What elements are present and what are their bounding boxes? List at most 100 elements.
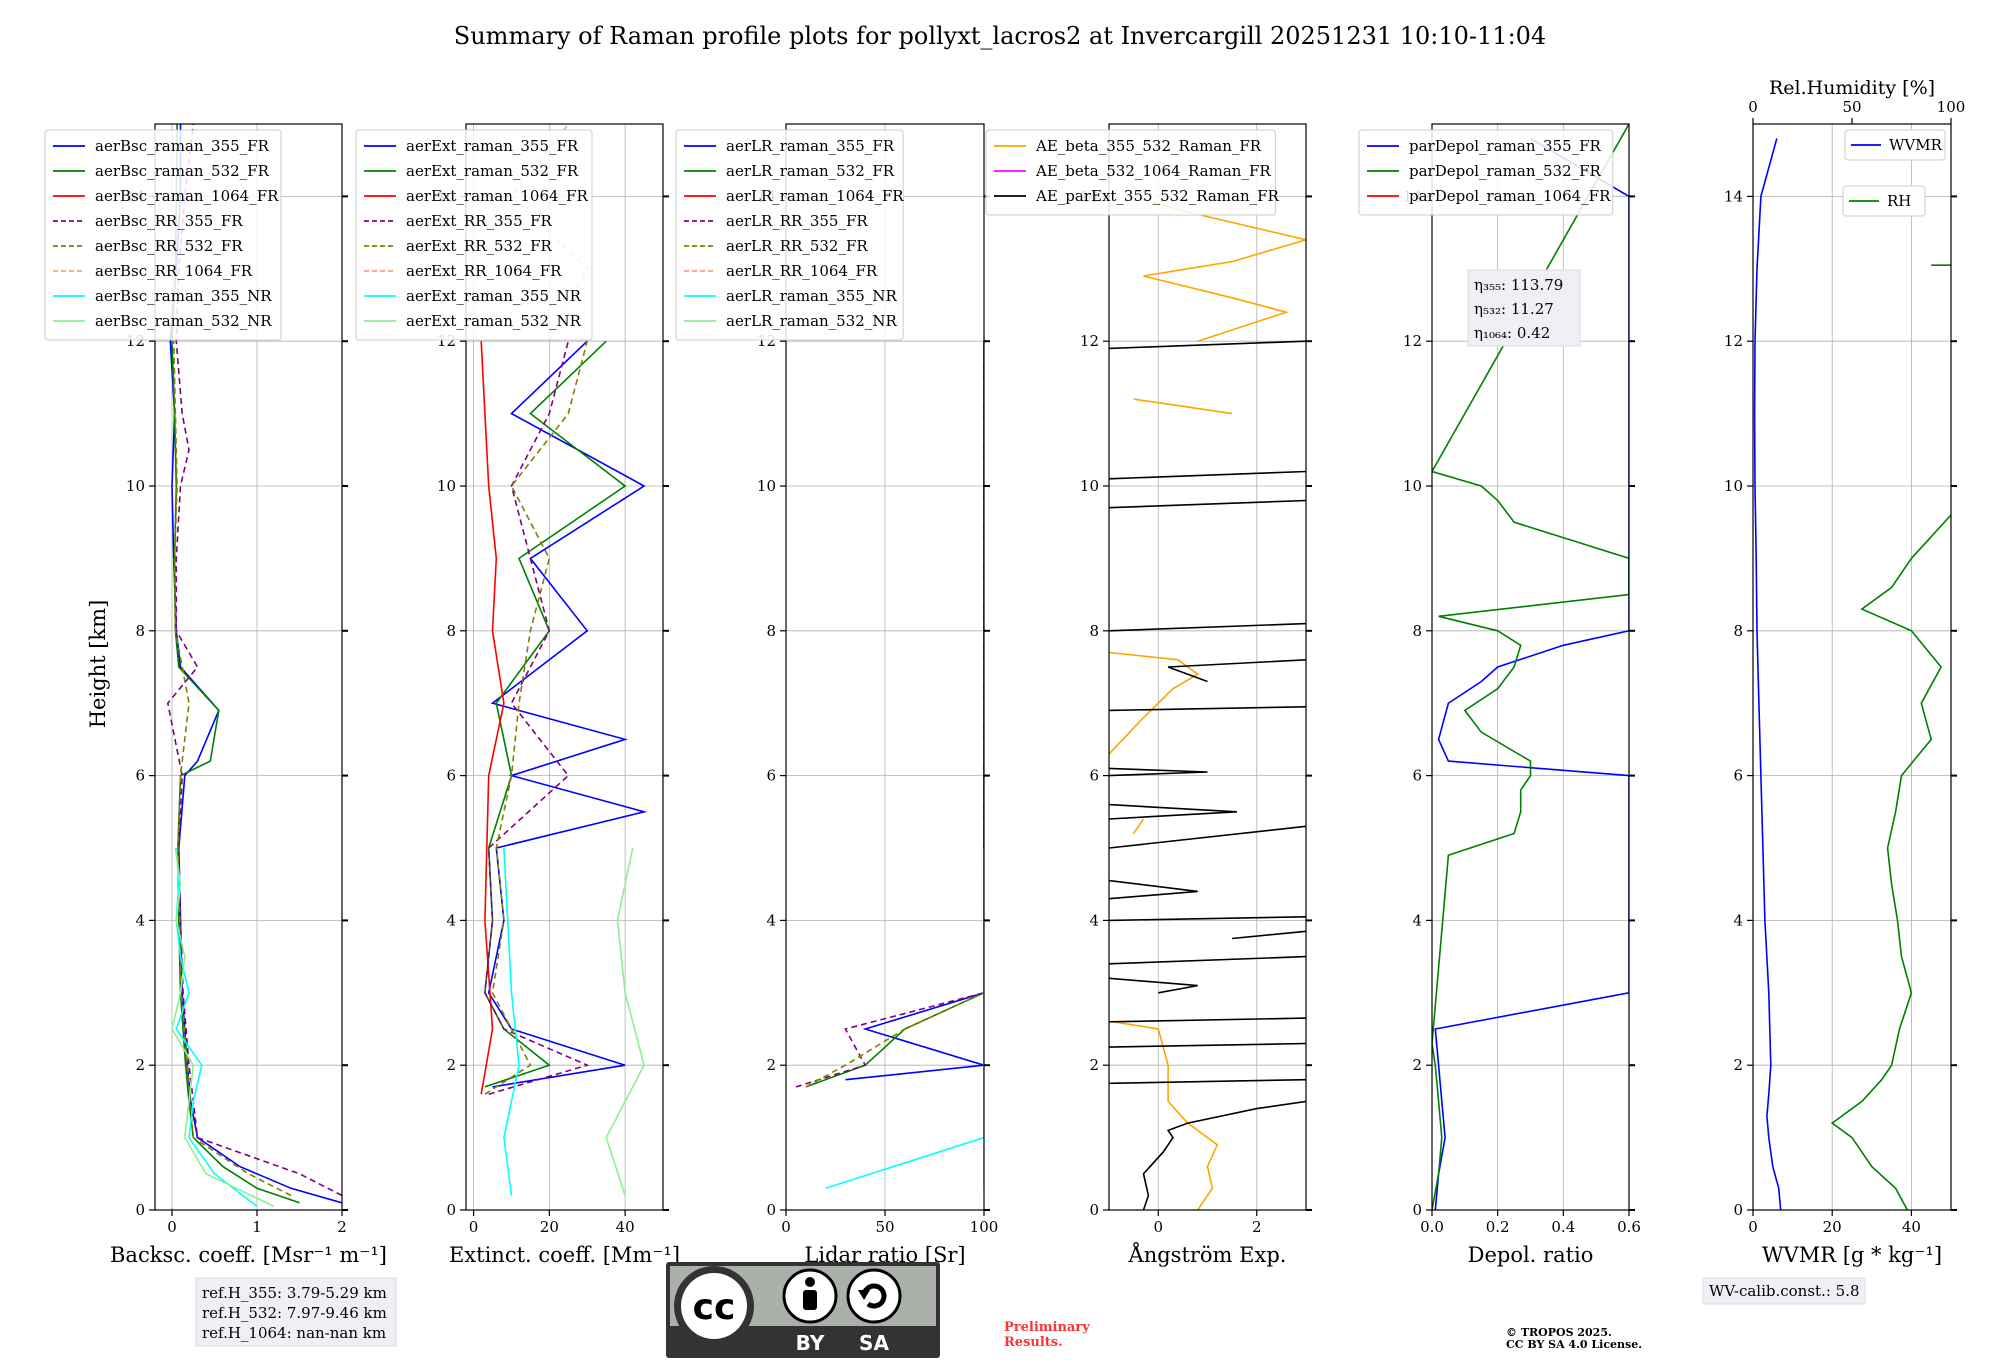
axes-frame	[154, 123, 343, 1211]
series-group	[786, 341, 984, 1210]
x-tick-label: 0	[469, 1218, 479, 1236]
x-tick-label: 0.0	[1420, 1218, 1444, 1236]
x-tick-label: 2	[1252, 1218, 1262, 1236]
series-line-aerExt_raman_532_FR	[484, 340, 627, 1088]
y-tick-label: 10	[437, 477, 456, 495]
legend-entry: aerExt_raman_355_FR	[406, 137, 579, 155]
y-tick-label: 2	[1412, 1056, 1422, 1074]
y-tick-label: 4	[1089, 911, 1099, 929]
legend-entry: WVMR	[1889, 136, 1943, 154]
wv-calib-constant: WV-calib.const.: 5.8	[1709, 1282, 1860, 1300]
series-group	[480, 124, 648, 1196]
cc-logo	[681, 1273, 747, 1339]
sa-arrow	[861, 1283, 887, 1309]
y-tick-label: 6	[766, 767, 776, 785]
copyright-line-2: CC BY SA 4.0 License.	[1506, 1338, 1642, 1351]
y-tick-label: 10	[757, 477, 776, 495]
panel-1: 02468101214012Backsc. coeff. [Msr⁻¹ m⁻¹]…	[44, 123, 387, 1267]
series-group	[1432, 124, 1629, 1210]
x-axis-label: Depol. ratio	[1468, 1243, 1594, 1267]
series-line-aerLR_RR_355_FR	[795, 341, 984, 1088]
series-segment-AE_parExt_355_532_Raman_FR	[1109, 879, 1198, 900]
series-segment-AE_parExt_355_532_Raman_FR	[1109, 1078, 1306, 1085]
y-tick-label: 4	[1733, 911, 1743, 929]
series-segment-AE_parExt_355_532_Raman_FR	[1109, 1042, 1306, 1048]
legend-box-rh	[1842, 185, 1926, 217]
y-tick-label: 8	[135, 622, 145, 640]
sa-recycle-icon	[846, 1268, 902, 1324]
x-tick-label: 100	[970, 1218, 999, 1236]
copyright-line-1: © TROPOS 2025.	[1506, 1326, 1612, 1339]
series-line-AE_beta_355_532_Raman_FR	[1113, 1021, 1219, 1210]
legend-entry: aerLR_raman_355_FR	[726, 137, 895, 155]
series-segment-AE_parExt_355_532_Raman_FR	[1109, 767, 1208, 777]
series-segment-AE_parExt_355_532_Raman_FR	[1232, 930, 1306, 940]
preliminary-line-1: Preliminary	[1004, 1320, 1090, 1335]
legend-entry: AE_parExt_355_532_Raman_FR	[1035, 187, 1280, 205]
series-line-aerExt_raman_355_NR	[503, 847, 520, 1196]
series-line-RH	[1830, 514, 1951, 1210]
legend-entry: aerBsc_raman_532_NR	[95, 312, 272, 330]
eta-annotation-box	[1467, 269, 1581, 347]
by-person-head	[805, 1277, 815, 1287]
x-tick-label: 0.6	[1617, 1218, 1641, 1236]
axes-frame	[1752, 123, 1952, 1211]
x-tick-label: 20	[1823, 1218, 1842, 1236]
legend-entry: parDepol_raman_355_FR	[1409, 137, 1602, 155]
series-line-aerExt_raman_1064_FR	[480, 341, 505, 1095]
y-tick-label: 12	[1080, 332, 1099, 350]
y-tick-label: 8	[446, 622, 456, 640]
series-segment-AE_beta_355_532_Raman_FR	[1133, 195, 1306, 342]
legend-box	[985, 129, 1276, 216]
series-segment-AE_parExt_355_532_Raman_FR	[1109, 499, 1306, 509]
series-group	[1753, 138, 1951, 1210]
y-tick-label: 4	[1412, 911, 1422, 929]
legend-entry: aerBsc_RR_355_FR	[95, 212, 243, 230]
x-axis-label: Extinct. coeff. [Mm⁻¹]	[449, 1243, 680, 1267]
series-line-aerBsc_raman_532_NR	[171, 847, 275, 1208]
y-tick-label: 10	[1724, 477, 1743, 495]
legend-box	[44, 129, 282, 341]
x-tick-label: 50	[875, 1218, 894, 1236]
legend-box	[675, 129, 904, 341]
y-tick-label: 14	[1724, 187, 1743, 205]
legend-entry: aerExt_raman_532_NR	[406, 312, 582, 330]
legend-entry: RH	[1887, 192, 1911, 210]
panel-4: 0246810121402Ångström Exp.AE_beta_355_53…	[985, 123, 1312, 1267]
series-segment-AE_beta_355_532_Raman_FR	[1132, 818, 1145, 834]
y-tick-label: 8	[1412, 622, 1422, 640]
y-tick-label: 0	[1733, 1201, 1743, 1219]
y-tick-label: 2	[1733, 1056, 1743, 1074]
cc-logo-text: cc	[693, 1287, 736, 1328]
series-line-aerLR_raman_355_NR	[825, 920, 984, 1190]
y-tick-label: 6	[135, 767, 145, 785]
legend-entry: parDepol_raman_1064_FR	[1409, 187, 1611, 205]
legend-entry: aerExt_raman_532_FR	[406, 162, 579, 180]
series-line-aerExt_RR_355_FR	[484, 340, 590, 1095]
y-tick-label: 6	[1733, 767, 1743, 785]
series-segment-AE_parExt_355_532_Raman_FR	[1109, 825, 1306, 849]
reference-height-box: ref.H_355: 3.79-5.29 km ref.H_532: 7.97-…	[195, 1277, 397, 1347]
y-tick-label: 6	[1089, 767, 1099, 785]
y-tick-label: 0	[766, 1201, 776, 1219]
series-segment-AE_parExt_355_532_Raman_FR	[1109, 706, 1306, 712]
y-tick-label: 4	[135, 911, 145, 929]
x-tick-label: 0	[167, 1218, 177, 1236]
ref-h-532: ref.H_532: 7.97-9.46 km	[202, 1304, 387, 1322]
panels: 02468101214012Backsc. coeff. [Msr⁻¹ m⁻¹]…	[44, 77, 1965, 1267]
panel-3: 02468101214050100Lidar ratio [Sr]aerLR_r…	[675, 123, 999, 1267]
y-tick-label: 0	[135, 1201, 145, 1219]
wv-calib-box: WV-calib.const.: 5.8	[1702, 1277, 1866, 1305]
series-segment-AE_beta_355_532_Raman_FR	[1109, 651, 1200, 755]
legend: WVMR RH	[1842, 129, 1946, 217]
y-tick-label: 10	[126, 477, 145, 495]
y-tick-label: 2	[446, 1056, 456, 1074]
legend-entry: aerBsc_raman_1064_FR	[95, 187, 279, 205]
legend-entry: aerLR_raman_532_FR	[726, 162, 895, 180]
legend-entry: aerExt_RR_532_FR	[406, 237, 553, 255]
y-tick-label: 6	[1412, 767, 1422, 785]
x-axis-label: Ångström Exp.	[1128, 1242, 1287, 1267]
y-tick-label: 6	[446, 767, 456, 785]
sa-arrowhead	[858, 1290, 870, 1300]
series-segment-AE_parExt_355_532_Raman_FR	[1109, 955, 1306, 965]
